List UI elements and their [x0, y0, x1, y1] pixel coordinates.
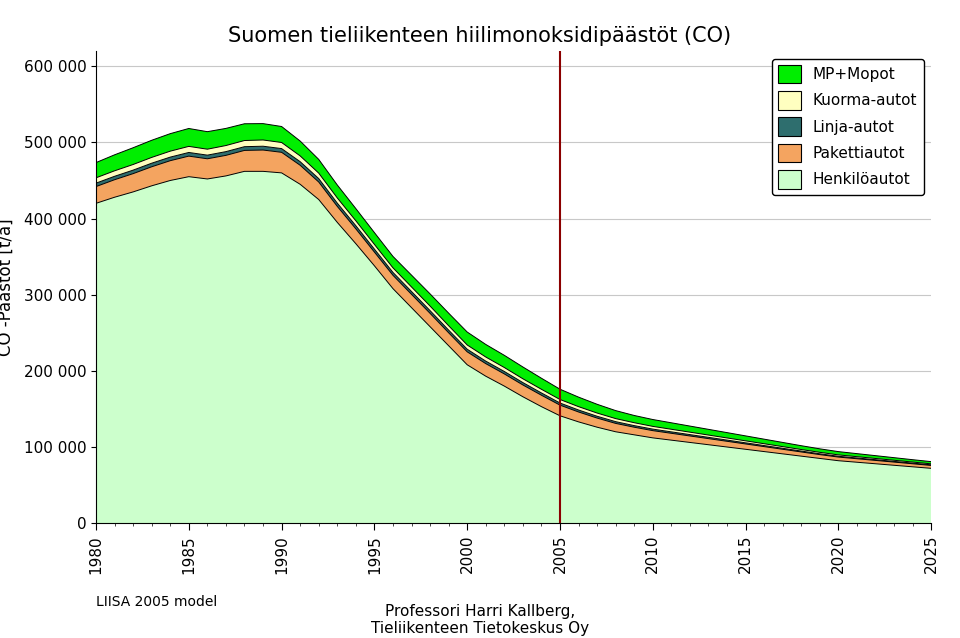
Y-axis label: CO -Päästöt [t/a]: CO -Päästöt [t/a] — [0, 218, 15, 356]
Text: LIISA 2005 model: LIISA 2005 model — [96, 595, 217, 609]
Legend: MP+Mopot, Kuorma-autot, Linja-autot, Pakettiautot, Henkilöautot: MP+Mopot, Kuorma-autot, Linja-autot, Pak… — [772, 59, 924, 195]
Text: Suomen tieliikenteen hiilimonoksidipäästöt (CO): Suomen tieliikenteen hiilimonoksidipääst… — [228, 26, 732, 45]
Text: Tieliikenteen Tietokeskus Oy: Tieliikenteen Tietokeskus Oy — [371, 621, 589, 636]
Text: Professori Harri Kallberg,: Professori Harri Kallberg, — [385, 604, 575, 619]
